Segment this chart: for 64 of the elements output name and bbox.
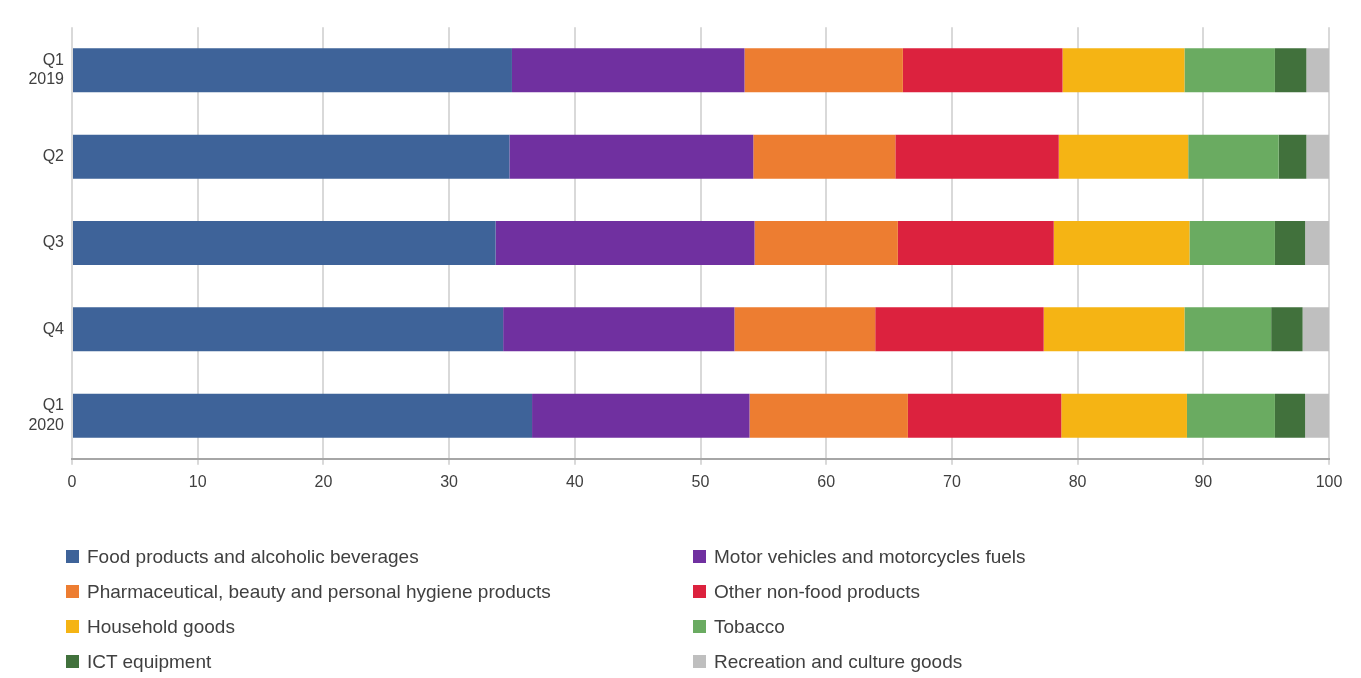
- legend-label: ICT equipment: [87, 650, 212, 673]
- bar: [1061, 393, 1187, 438]
- legend-label: Motor vehicles and motorcycles fuels: [714, 545, 1026, 568]
- bar: [754, 220, 898, 266]
- x-tick-label: 0: [67, 472, 77, 490]
- bar: [1188, 134, 1279, 179]
- bar: [73, 220, 496, 266]
- bar: [895, 134, 1059, 179]
- y-tick-label: Q1 2019: [28, 51, 65, 88]
- bar: [73, 134, 510, 179]
- bar: [1274, 48, 1307, 93]
- bar: [1305, 393, 1329, 438]
- bar: [1306, 48, 1329, 93]
- bar: [1043, 307, 1185, 352]
- bar: [1306, 134, 1329, 179]
- legend-label: Food products and alcoholic beverages: [87, 545, 419, 568]
- bar: [1058, 134, 1189, 179]
- bar: [744, 48, 903, 93]
- legend-label: Pharmaceutical, beauty and personal hygiene products: [87, 580, 551, 603]
- bar: [1184, 307, 1272, 352]
- bar: [1062, 48, 1185, 93]
- bar: [1302, 307, 1329, 352]
- x-tick-label: 90: [1194, 472, 1213, 490]
- bar: [532, 393, 750, 438]
- bar: [1271, 307, 1303, 352]
- x-tick-label: 10: [188, 472, 207, 490]
- x-tick-label: 80: [1068, 472, 1087, 490]
- x-tick-label: 50: [691, 472, 710, 490]
- bar: [1184, 48, 1275, 93]
- bar: [734, 307, 876, 352]
- x-tick-label: 20: [314, 472, 333, 490]
- x-tick-label: 30: [440, 472, 459, 490]
- bar: [495, 220, 755, 266]
- x-tick-label: 70: [943, 472, 961, 490]
- bar: [902, 48, 1063, 93]
- bar: [73, 307, 504, 352]
- bar: [875, 307, 1044, 352]
- bar: [1186, 393, 1275, 438]
- bar: [907, 393, 1062, 438]
- legend-label: Tobacco: [714, 615, 785, 638]
- bar: [511, 48, 745, 93]
- bar: [73, 393, 533, 438]
- bar: [503, 307, 735, 352]
- y-tick-label: Q2: [42, 147, 65, 165]
- legend-label: Other non-food products: [714, 580, 920, 603]
- bar: [1305, 220, 1329, 266]
- bar: [509, 134, 754, 179]
- y-tick-label: Q4: [42, 319, 65, 337]
- bar: [1274, 393, 1306, 438]
- legend-label: Household goods: [87, 615, 235, 638]
- x-tick-label: 40: [565, 472, 584, 490]
- bar: [1189, 220, 1275, 266]
- bar: [1274, 220, 1306, 266]
- x-tick-label: 60: [817, 472, 836, 490]
- bar: [749, 393, 908, 438]
- y-tick-label: Q3: [42, 233, 65, 251]
- y-tick-label: Q1 2020: [28, 396, 65, 433]
- bar: [1278, 134, 1307, 179]
- bar: [73, 48, 512, 93]
- bar: [753, 134, 896, 179]
- bar: [897, 220, 1054, 266]
- bar: [1053, 220, 1190, 266]
- x-tick-label: 100: [1315, 472, 1343, 490]
- legend-label: Recreation and culture goods: [714, 650, 963, 673]
